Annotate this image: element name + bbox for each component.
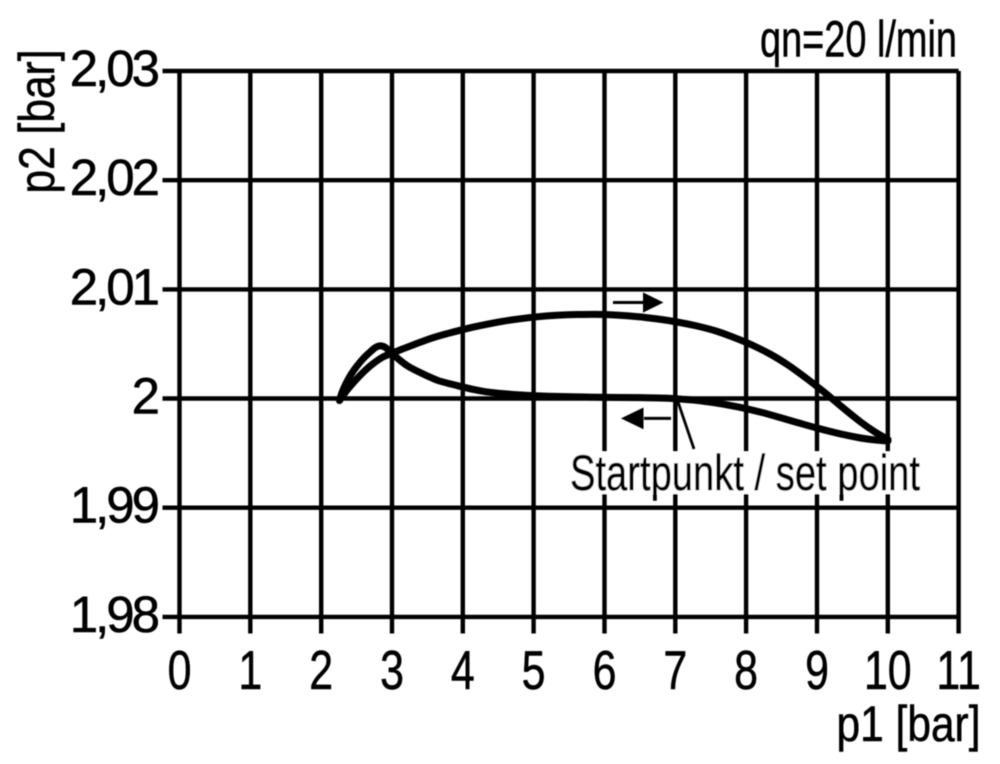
svg-text:p1 [bar]: p1 [bar] <box>837 696 981 752</box>
svg-text:1: 1 <box>238 640 262 701</box>
svg-text:4: 4 <box>451 640 475 701</box>
svg-text:2: 2 <box>309 640 333 701</box>
svg-text:qn=20 l/min: qn=20 l/min <box>760 11 957 68</box>
svg-text:p2 [bar]: p2 [bar] <box>9 50 65 194</box>
svg-text:0: 0 <box>168 640 192 701</box>
svg-text:10: 10 <box>864 640 912 701</box>
svg-text:2: 2 <box>132 368 158 425</box>
svg-text:6: 6 <box>593 640 617 701</box>
svg-text:2,03: 2,03 <box>70 40 159 97</box>
svg-text:Startpunkt / set point: Startpunkt / set point <box>570 445 920 501</box>
svg-text:1,99: 1,99 <box>70 477 158 534</box>
svg-text:2,02: 2,02 <box>70 149 158 206</box>
svg-text:8: 8 <box>734 640 758 701</box>
svg-text:3: 3 <box>380 640 404 701</box>
svg-text:7: 7 <box>663 640 687 701</box>
svg-text:5: 5 <box>522 640 546 701</box>
svg-text:11: 11 <box>936 640 981 701</box>
svg-text:9: 9 <box>805 640 829 701</box>
svg-text:1,98: 1,98 <box>70 586 159 643</box>
svg-text:2,01: 2,01 <box>70 258 158 315</box>
